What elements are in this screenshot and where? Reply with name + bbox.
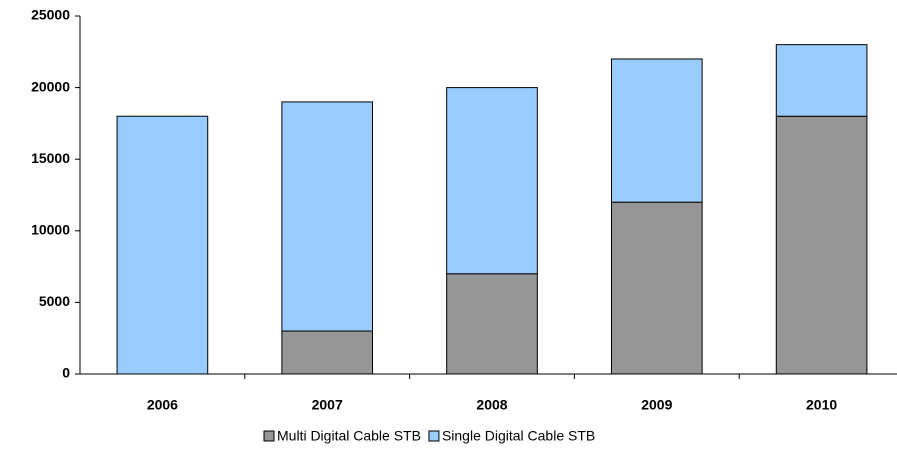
- legend-swatch: [428, 430, 440, 442]
- bar-segment: [775, 44, 868, 117]
- bar-segment: [446, 273, 538, 375]
- bar-segment: [775, 115, 868, 375]
- legend-label: Multi Digital Cable STB: [277, 428, 421, 444]
- bar-segment: [281, 330, 374, 375]
- legend-label: Single Digital Cable STB: [442, 428, 595, 444]
- bar-segment: [446, 87, 538, 275]
- y-tick-label: 15000: [31, 150, 70, 166]
- bar-segment: [281, 101, 374, 332]
- y-tick-label: 10000: [31, 222, 70, 238]
- y-tick-label: 25000: [31, 7, 70, 23]
- legend-swatch: [263, 430, 275, 442]
- y-tick-label: 20000: [31, 78, 70, 94]
- x-tick-label: 2010: [806, 397, 837, 413]
- x-tick-label: 2007: [312, 397, 343, 413]
- x-tick-label: 2006: [147, 397, 178, 413]
- bar-segment: [610, 201, 703, 375]
- y-tick-label: 0: [62, 365, 70, 381]
- x-tick-label: 2008: [476, 397, 507, 413]
- bar-segment: [116, 115, 209, 375]
- y-tick-label: 5000: [39, 293, 70, 309]
- x-tick-label: 2009: [641, 397, 672, 413]
- bar-segment: [610, 58, 703, 203]
